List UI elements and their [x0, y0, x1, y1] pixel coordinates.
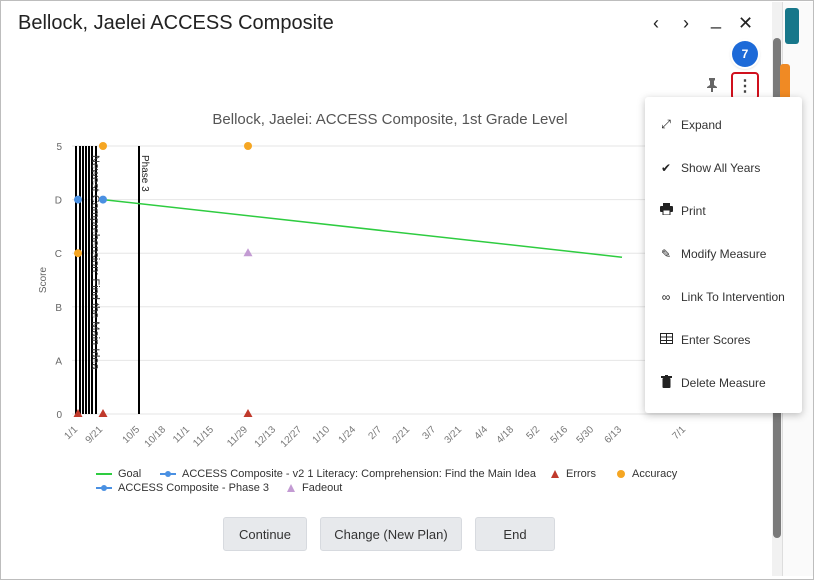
trash-icon: [659, 374, 673, 391]
legend-item-access-v2: ACCESS Composite - v2 1 Literacy: Compre…: [160, 468, 536, 480]
table-icon: [659, 332, 673, 347]
edit-icon: ✎: [660, 246, 672, 261]
double-check-icon: ✔: [660, 160, 672, 175]
kebab-icon: ⋮: [737, 78, 753, 95]
close-button[interactable]: ✕: [738, 13, 754, 33]
y-tick-label: B: [55, 303, 62, 314]
y-tick-label: 0: [56, 410, 62, 421]
dialog-title: Bellock, Jaelei ACCESS Composite: [18, 12, 334, 34]
y-axis-label: Score: [38, 267, 49, 294]
print-icon: [659, 203, 673, 218]
next-button[interactable]: ›: [683, 13, 689, 33]
menu-item-delete-measure[interactable]: Delete Measure: [645, 361, 802, 404]
x-tick-label: 5/16: [549, 424, 571, 446]
menu-item-link-to-intervention[interactable]: ∞ Link To Intervention: [645, 275, 802, 318]
y-tick-label: A: [55, 356, 62, 367]
x-tick-label: 10/18: [143, 424, 169, 450]
legend-item-fadeout: Fadeout: [286, 482, 342, 494]
x-tick-label: 11/29: [225, 424, 250, 449]
circle-point: [99, 195, 107, 204]
x-tick-label: 1/10: [311, 424, 333, 446]
y-tick-label: D: [55, 196, 62, 207]
circle-point: [74, 249, 82, 258]
chart-title: Bellock, Jaelei: ACCESS Composite, 1st G…: [212, 111, 568, 128]
x-tick-label: 4/4: [473, 424, 491, 442]
background-tab-orange: [780, 64, 790, 108]
x-tick-label: 12/27: [279, 424, 305, 450]
legend-item-accuracy: Accuracy: [616, 468, 677, 480]
circle-point: [74, 195, 82, 204]
triangle-point: [243, 409, 253, 417]
legend-item-goal: Goal: [96, 468, 142, 480]
menu-item-print[interactable]: Print: [645, 189, 802, 232]
triangle-point: [243, 248, 253, 257]
phase-label: Phase 3: [139, 155, 150, 192]
circle-point: [244, 142, 252, 150]
x-tick-label: 2/21: [391, 424, 413, 446]
x-tick-label: 9/21: [84, 424, 106, 446]
x-tick-label: 11/1: [171, 424, 192, 445]
x-tick-label: 5/30: [575, 424, 597, 446]
menu-item-expand[interactable]: ⤢ Expand: [645, 103, 802, 146]
x-tick-label: 12/13: [253, 424, 279, 450]
x-tick-label: 7/1: [671, 424, 689, 442]
link-icon: ∞: [661, 289, 671, 304]
expand-icon: ⤢: [661, 117, 671, 131]
minimize-button[interactable]: _: [711, 9, 722, 29]
x-tick-label: 6/13: [603, 424, 625, 446]
continue-button[interactable]: Continue: [223, 517, 307, 551]
menu-item-show-all-years[interactable]: ✔ Show All Years: [660, 160, 761, 175]
x-tick-label: 4/18: [495, 424, 517, 446]
legend-item-phase3: ACCESS Composite - Phase 3: [96, 482, 269, 494]
menu-item-enter-scores[interactable]: Enter Scores: [645, 318, 802, 361]
end-button[interactable]: End: [475, 517, 555, 551]
step-badge: 7: [732, 41, 758, 67]
triangle-point: [98, 409, 108, 417]
background-tab-teal: [785, 8, 799, 44]
prev-button[interactable]: ‹: [653, 13, 659, 33]
y-tick-label: 5: [56, 142, 62, 153]
goal-line: [102, 198, 623, 258]
change-new-plan-button[interactable]: Change (New Plan): [320, 517, 462, 551]
x-tick-label: 1/24: [337, 424, 359, 446]
x-tick-label: 2/7: [367, 424, 385, 442]
x-tick-label: 3/21: [443, 424, 465, 446]
x-tick-label: 11/15: [191, 424, 216, 449]
y-tick-label: C: [55, 249, 62, 260]
measure-dialog: Bellock, Jaelei ACCESS Composite: [2, 2, 772, 576]
menu-item-modify-measure[interactable]: ✎ Modify Measure: [660, 246, 767, 261]
x-tick-label: 3/7: [421, 424, 439, 442]
options-menu: ⤢ Expand ✔ Show All Years Print ✎ Modify Me…: [645, 97, 802, 413]
legend-item-errors: Errors: [550, 468, 596, 480]
x-tick-label: 5/2: [525, 424, 543, 442]
x-tick-label: 10/5: [121, 424, 143, 446]
triangle-point: [73, 409, 83, 417]
x-tick-label: 1/1: [63, 424, 81, 442]
vertical-note: Newest Comprehension: Find the Main Idea: [89, 155, 101, 370]
circle-point: [99, 142, 107, 150]
pin-icon[interactable]: [706, 78, 718, 95]
